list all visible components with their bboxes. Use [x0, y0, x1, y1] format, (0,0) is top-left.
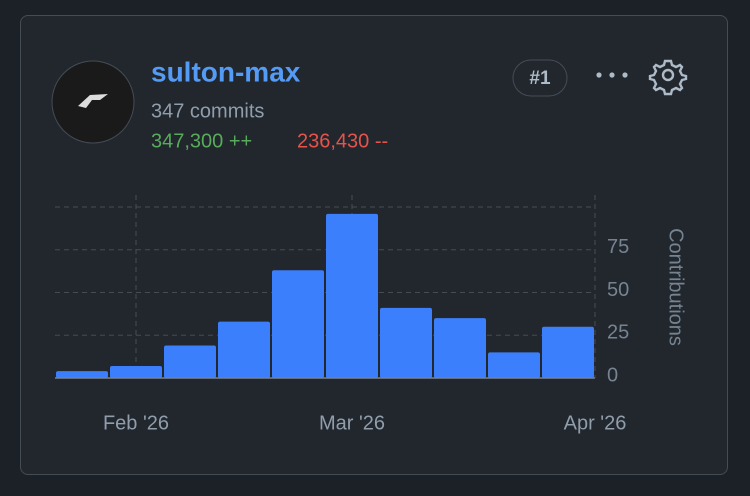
- x-tick-label: Apr '26: [564, 412, 627, 434]
- bar: [218, 321, 270, 378]
- y-tick-label: 25: [607, 322, 629, 344]
- y-tick-label: 75: [607, 236, 629, 258]
- bar: [164, 345, 216, 378]
- deletions: 236,430 --: [297, 130, 388, 152]
- x-tick-label: Mar '26: [319, 412, 385, 434]
- avatar[interactable]: [51, 60, 135, 144]
- y-tick-label: 50: [607, 279, 629, 301]
- bar: [326, 213, 378, 378]
- user-name[interactable]: sulton-max: [151, 56, 301, 87]
- rank-badge: [512, 59, 568, 97]
- bar: [110, 366, 162, 378]
- y-axis-label: Contributions: [665, 228, 687, 346]
- rank-label: #1: [529, 68, 551, 89]
- additions: 347,300 ++: [151, 130, 252, 152]
- y-tick-label: 0: [607, 364, 618, 386]
- avatar-logo: [78, 94, 108, 108]
- bar: [434, 318, 486, 378]
- x-tick-label: Feb '26: [103, 412, 169, 434]
- chart: 0 25 50 75 Feb '26 Mar '26 Apr '26: [55, 195, 629, 434]
- settings-gear[interactable]: [648, 59, 688, 96]
- bar: [542, 326, 594, 378]
- more-menu[interactable]: [596, 72, 628, 78]
- bar: [380, 307, 432, 378]
- bar: [488, 352, 540, 378]
- bar: [272, 270, 324, 378]
- commit-count: 347 commits: [151, 100, 264, 122]
- bar: [56, 371, 108, 378]
